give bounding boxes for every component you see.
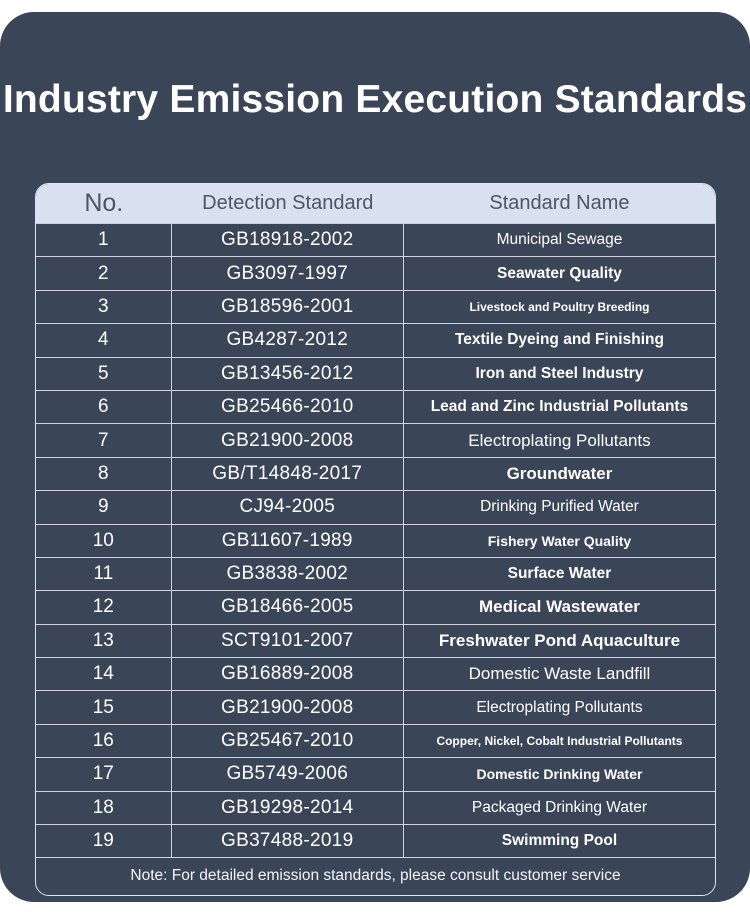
footer-note: Note: For detailed emission standards, p… bbox=[130, 867, 621, 885]
standard-name: Textile Dyeing and Finishing bbox=[454, 331, 664, 349]
detection-standard-code: GB25466-2010 bbox=[172, 390, 404, 424]
row-number: 10 bbox=[36, 524, 172, 557]
standards-card: Industry Emission Execution Standards No… bbox=[0, 12, 750, 902]
table-row: 5 GB13456-2012 Iron and Steel Industry bbox=[36, 357, 715, 391]
detection-standard-code: GB5749-2006 bbox=[172, 758, 404, 791]
row-number: 14 bbox=[36, 658, 172, 691]
detection-standard-code: GB37488-2019 bbox=[172, 825, 404, 858]
detection-standard-code: SCT9101-2007 bbox=[172, 624, 404, 658]
table-row: 7 GB21900-2008 Electroplating Pollutants bbox=[36, 424, 715, 458]
table-row: 1 GB18918-2002 Municipal Sewage bbox=[36, 224, 715, 258]
table-header: No. Detection Standard Standard Name bbox=[36, 184, 715, 224]
row-number: 11 bbox=[36, 557, 172, 591]
standard-name: Drinking Purified Water bbox=[480, 498, 639, 516]
detection-standard-code: GB21900-2008 bbox=[172, 691, 404, 724]
table-row: 17 GB5749-2006 Domestic Drinking Water bbox=[36, 758, 715, 792]
table-row: 19 GB37488-2019 Swimming Pool bbox=[36, 825, 715, 859]
table-row: 4 GB4287-2012 Textile Dyeing and Finishing bbox=[36, 324, 715, 358]
table-row: 3 GB18596-2001 Livestock and Poultry Breed… bbox=[36, 290, 715, 325]
standard-name: Surface Water bbox=[507, 565, 612, 583]
standard-name: Iron and Steel Industry bbox=[475, 364, 644, 382]
row-number: 12 bbox=[36, 591, 172, 624]
detection-standard-code: GB19298-2014 bbox=[172, 791, 404, 825]
standard-name: Swimming Pool bbox=[501, 832, 618, 850]
row-number: 15 bbox=[36, 691, 172, 724]
standard-name: Seawater Quality bbox=[497, 264, 622, 282]
detection-standard-code: GB18596-2001 bbox=[172, 290, 404, 324]
row-number: 9 bbox=[36, 491, 172, 524]
row-number: 13 bbox=[36, 624, 172, 658]
detection-standard-code: GB18466-2005 bbox=[172, 591, 404, 624]
detection-standard-code: GB4287-2012 bbox=[172, 324, 404, 357]
detection-standard-code: GB13456-2012 bbox=[172, 357, 404, 390]
table-row: 11 GB3838-2002 Surface Water bbox=[36, 557, 715, 592]
page-title: Industry Emission Execution Standards bbox=[2, 78, 748, 121]
standard-name: Groundwater bbox=[506, 463, 613, 483]
standard-name: Packaged Drinking Water bbox=[471, 798, 648, 816]
table-row: 14 GB16889-2008 Domestic Waste Landfill bbox=[36, 658, 715, 692]
detection-standard-code: GB3838-2002 bbox=[172, 557, 404, 591]
row-number: 4 bbox=[36, 324, 172, 357]
standard-name: Electroplating Pollutants bbox=[476, 698, 643, 716]
standard-name: Municipal Sewage bbox=[496, 231, 623, 249]
row-number: 7 bbox=[36, 424, 172, 457]
detection-standard-code: GB11607-1989 bbox=[172, 524, 404, 557]
detection-standard-code: GB18918-2002 bbox=[172, 224, 404, 257]
detection-standard-code: GB21900-2008 bbox=[172, 424, 404, 457]
table-row: 8 GB/T14848-2017 Groundwater bbox=[36, 457, 715, 492]
standard-name: Domestic Drinking Water bbox=[476, 766, 643, 783]
table-body: 1 GB18918-2002 Municipal Sewage 2 GB3097-199… bbox=[36, 224, 715, 859]
table-row: 12 GB18466-2005 Medical Wastewater bbox=[36, 591, 715, 625]
detection-standard-code: GB16889-2008 bbox=[172, 658, 404, 691]
row-number: 2 bbox=[36, 257, 172, 290]
row-number: 17 bbox=[36, 758, 172, 791]
header-detection-standard: Detection Standard bbox=[202, 192, 374, 214]
standard-name: Medical Wastewater bbox=[478, 597, 640, 617]
table-row: 16 GB25467-2010 Copper, Nickel, Cobalt Ind… bbox=[36, 724, 715, 759]
standard-name: Fishery Water Quality bbox=[487, 532, 632, 549]
table-row: 15 GB21900-2008 Electroplating Pollutants bbox=[36, 691, 715, 725]
row-number: 3 bbox=[36, 290, 172, 324]
row-number: 16 bbox=[36, 724, 172, 758]
standard-name: Copper, Nickel, Cobalt Industrial Pollut… bbox=[436, 734, 683, 749]
row-number: 8 bbox=[36, 457, 172, 491]
table-row: 9 CJ94-2005 Drinking Purified Water bbox=[36, 491, 715, 525]
table-row: 18 GB19298-2014 Packaged Drinking Water bbox=[36, 791, 715, 826]
row-number: 5 bbox=[36, 357, 172, 390]
standard-name: Domestic Waste Landfill bbox=[468, 664, 651, 684]
row-number: 18 bbox=[36, 791, 172, 825]
detection-standard-code: CJ94-2005 bbox=[172, 491, 404, 524]
row-number: 1 bbox=[36, 224, 172, 257]
table-row: 6 GB25466-2010 Lead and Zinc Industrial Po… bbox=[36, 390, 715, 425]
header-no: No. bbox=[84, 189, 124, 217]
detection-standard-code: GB/T14848-2017 bbox=[172, 457, 404, 491]
standards-table: No. Detection Standard Standard Name 1 GB… bbox=[35, 183, 716, 896]
standard-name: Livestock and Poultry Breeding bbox=[469, 299, 650, 314]
table-row: 10 GB11607-1989 Fishery Water Quality bbox=[36, 524, 715, 558]
detection-standard-code: GB3097-1997 bbox=[172, 257, 404, 290]
standard-name: Electroplating Pollutants bbox=[468, 430, 651, 450]
row-number: 6 bbox=[36, 390, 172, 424]
standard-name: Lead and Zinc Industrial Pollutants bbox=[430, 398, 689, 416]
table-row: 13 SCT9101-2007 Freshwater Pond Aquacultur… bbox=[36, 624, 715, 659]
detection-standard-code: GB25467-2010 bbox=[172, 724, 404, 758]
table-row: 2 GB3097-1997 Seawater Quality bbox=[36, 257, 715, 291]
row-number: 19 bbox=[36, 825, 172, 858]
header-standard-name: Standard Name bbox=[489, 192, 630, 214]
standard-name: Freshwater Pond Aquaculture bbox=[438, 630, 681, 650]
